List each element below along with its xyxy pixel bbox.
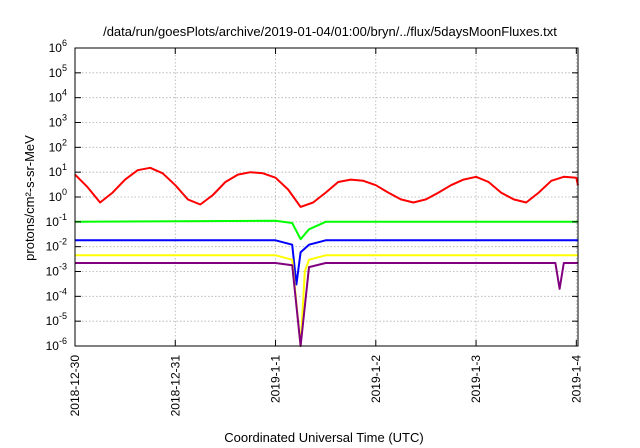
y-tick-label: 10-3 xyxy=(46,262,67,279)
x-tick-label: 2019-1-1 xyxy=(269,355,283,403)
y-tick-label: 104 xyxy=(49,88,67,105)
chart-title: /data/run/goesPlots/archive/2019-01-04/0… xyxy=(103,24,557,39)
y-tick-label: 10-6 xyxy=(46,336,67,353)
y-tick-label: 10-2 xyxy=(46,237,67,254)
x-tick-label: 2019-1-2 xyxy=(369,355,383,403)
y-tick-label: 103 xyxy=(49,113,67,130)
x-axis: 2018-12-30 2018-12-31 2019-1-1 2019-1-2 2019… xyxy=(68,48,583,416)
x-tick-label: 2018-12-31 xyxy=(168,355,182,417)
y-axis-label: protons/cm²-s-sr-MeV xyxy=(22,135,37,261)
series-line-1 xyxy=(74,166,579,208)
y-tick-label: 10-1 xyxy=(46,212,67,229)
x-tick-label: 2018-12-30 xyxy=(68,355,82,417)
y-tick-label: 101 xyxy=(49,162,67,179)
series-line-4 xyxy=(75,254,578,347)
grid xyxy=(75,48,578,346)
y-tick-label: 106 xyxy=(49,38,67,55)
series-group xyxy=(74,166,579,347)
y-tick-label: 105 xyxy=(49,63,67,80)
y-tick-label: 100 xyxy=(49,187,67,204)
y-axis: 10-6 10-5 10-4 10-3 10-2 10-1 100 101 102 103 104 1… xyxy=(46,38,578,353)
y-tick-label: 102 xyxy=(49,137,67,154)
y-tick-label: 10-4 xyxy=(46,286,67,303)
series-line-5 xyxy=(75,262,578,347)
y-tick-label: 10-5 xyxy=(46,311,67,328)
series-line-3 xyxy=(75,239,578,286)
series-line-2 xyxy=(74,219,578,241)
x-tick-label: 2019-1-4 xyxy=(569,355,583,403)
x-tick-label: 2019-1-3 xyxy=(469,355,483,403)
x-axis-label: Coordinated Universal Time (UTC) xyxy=(224,430,423,445)
